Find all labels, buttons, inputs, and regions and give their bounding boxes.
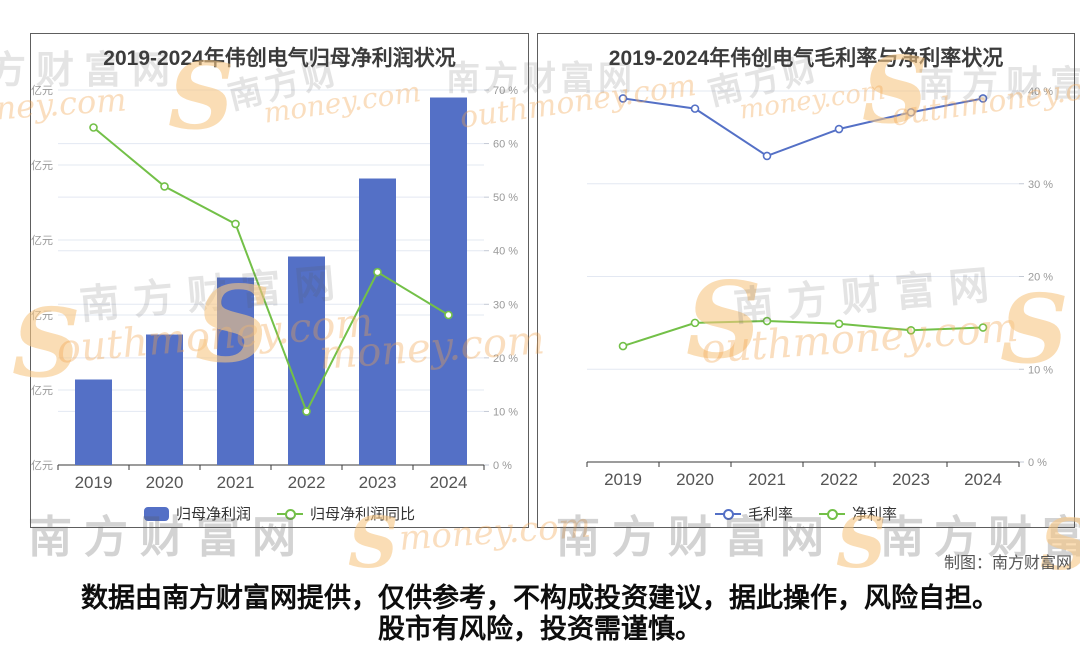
line-point-s1-2024 bbox=[444, 310, 453, 320]
y-axis-label: 0 % bbox=[1028, 457, 1047, 469]
legend-item-net-margin[interactable]: 净利率 bbox=[819, 503, 897, 524]
line-point-s1-2023 bbox=[373, 267, 382, 277]
line-point-s0-2020 bbox=[690, 104, 700, 113]
line-marker-icon bbox=[277, 508, 303, 520]
line-marker-icon bbox=[714, 508, 741, 520]
chart-credit: 制图：南方财富网 bbox=[943, 555, 1072, 572]
y-axis-label: 30 % bbox=[493, 299, 518, 311]
disclaimer-line2: 股市有风险，投资需谨慎。 bbox=[378, 614, 702, 644]
y-axis-label: 30 % bbox=[1028, 179, 1053, 191]
line-series-1 bbox=[622, 320, 984, 348]
y-axis-label: 60 % bbox=[493, 139, 518, 151]
line-point-s0-2023 bbox=[906, 108, 916, 117]
line-point-s1-2021 bbox=[762, 316, 772, 326]
chart-panel-margins: 2019-2024年伟创电气毛利率与净利率状况 0 % 10 % 20 % 30 % 4… bbox=[537, 33, 1075, 528]
line-point-s1-2019 bbox=[618, 341, 628, 351]
legend-label: 净利率 bbox=[852, 506, 898, 523]
line-point-s0-2024 bbox=[978, 94, 988, 103]
y-axis-label: 2 亿元 bbox=[31, 159, 53, 172]
x-axis-label: 2020 bbox=[146, 473, 184, 492]
legend-label: 归母净利润 bbox=[175, 506, 251, 523]
line-series-1 bbox=[92, 126, 450, 414]
disclaimer: 数据由南方财富网提供，仅供参考，不构成投资建议，据此操作，风险自担。 股市有风险… bbox=[0, 583, 1080, 645]
line-series-0 bbox=[622, 97, 984, 158]
x-axis-label: 2022 bbox=[820, 470, 858, 489]
x-axis-label: 2021 bbox=[748, 470, 786, 489]
y-axis-label: 20 % bbox=[1028, 272, 1053, 284]
legend-label: 归母净利润同比 bbox=[310, 506, 416, 523]
y-axis-label: 2.5 亿元 bbox=[31, 84, 53, 97]
y-axis-label: 0.5 亿元 bbox=[31, 384, 53, 397]
y-axis-label: 20 % bbox=[493, 353, 518, 365]
x-axis-label: 2019 bbox=[75, 473, 113, 492]
line-marker-icon bbox=[819, 508, 845, 520]
line-point-s1-2020 bbox=[690, 318, 700, 328]
x-axis-label: 2023 bbox=[359, 473, 397, 492]
y-axis-label: 40 % bbox=[493, 246, 518, 258]
line-point-s1-2019 bbox=[89, 123, 98, 132]
bar-2023 bbox=[359, 178, 396, 465]
x-axis-label: 2021 bbox=[217, 473, 255, 492]
bar-2022 bbox=[288, 256, 325, 465]
bar-2021 bbox=[217, 277, 254, 465]
x-axis-label: 2019 bbox=[604, 470, 642, 489]
y-axis-label: 10 % bbox=[493, 406, 518, 418]
bar-2024 bbox=[430, 97, 467, 465]
disclaimer-line1: 数据由南方财富网提供，仅供参考，不构成投资建议，据此操作，风险自担。 bbox=[81, 583, 999, 613]
y-axis-label: 40 % bbox=[1028, 86, 1053, 98]
net-profit-chart-canvas: 0 亿元 0.5 亿元 1 亿元 1.5 亿元 2 亿元 2.5 亿元 0 % 10 % 20 … bbox=[31, 84, 518, 492]
line-point-s0-2021 bbox=[762, 151, 772, 161]
x-axis-label: 2023 bbox=[892, 470, 930, 489]
margins-chart-canvas: 0 % 10 % 20 % 30 % 40 % 2019 2020 2021 2022 2023 2… bbox=[586, 86, 1053, 489]
line-point-s1-2024 bbox=[978, 323, 988, 332]
line-point-s0-2019 bbox=[618, 94, 628, 103]
line-point-s1-2022 bbox=[834, 319, 844, 329]
net-profit-chart-title: 2019-2024年伟创电气归母净利润状况 bbox=[103, 47, 456, 70]
line-point-s1-2020 bbox=[160, 182, 169, 191]
y-axis-label: 1.5 亿元 bbox=[31, 234, 53, 247]
y-axis-label: 70 % bbox=[493, 85, 518, 97]
bar-2020 bbox=[146, 334, 183, 465]
y-axis-label: 50 % bbox=[493, 192, 518, 204]
legend-item-net-profit-yoy[interactable]: 归母净利润同比 bbox=[277, 503, 415, 524]
y-axis-label: 0 亿元 bbox=[31, 459, 53, 472]
x-axis-label: 2024 bbox=[964, 470, 1002, 489]
legend-item-net-profit[interactable]: 归母净利润 bbox=[143, 503, 251, 524]
x-axis-label: 2022 bbox=[288, 473, 326, 492]
bar-2019 bbox=[75, 379, 112, 465]
line-point-s1-2022 bbox=[302, 407, 311, 416]
chart-panel-net-profit: 2019-2024年伟创电气归母净利润状况 0 亿元 0.5 亿元 1 亿元 1.5 … bbox=[30, 33, 529, 528]
bar-swatch-icon bbox=[143, 506, 169, 521]
y-axis-label: 1 亿元 bbox=[31, 309, 53, 322]
y-axis-label: 10 % bbox=[1028, 364, 1053, 376]
y-axis-label: 0 % bbox=[493, 460, 512, 472]
x-axis-label: 2024 bbox=[430, 473, 468, 492]
margins-chart-title: 2019-2024年伟创电气毛利率与净利率状况 bbox=[608, 47, 1004, 70]
line-point-s1-2023 bbox=[906, 325, 916, 335]
legend-item-gross-margin[interactable]: 毛利率 bbox=[714, 503, 793, 524]
margins-legend: 毛利率 净利率 bbox=[538, 503, 1074, 524]
x-axis-label: 2020 bbox=[676, 470, 714, 489]
net-profit-legend: 归母净利润 归母净利润同比 bbox=[31, 503, 528, 524]
line-point-s1-2021 bbox=[231, 219, 240, 229]
line-point-s0-2022 bbox=[834, 124, 844, 134]
legend-label: 毛利率 bbox=[747, 506, 793, 523]
